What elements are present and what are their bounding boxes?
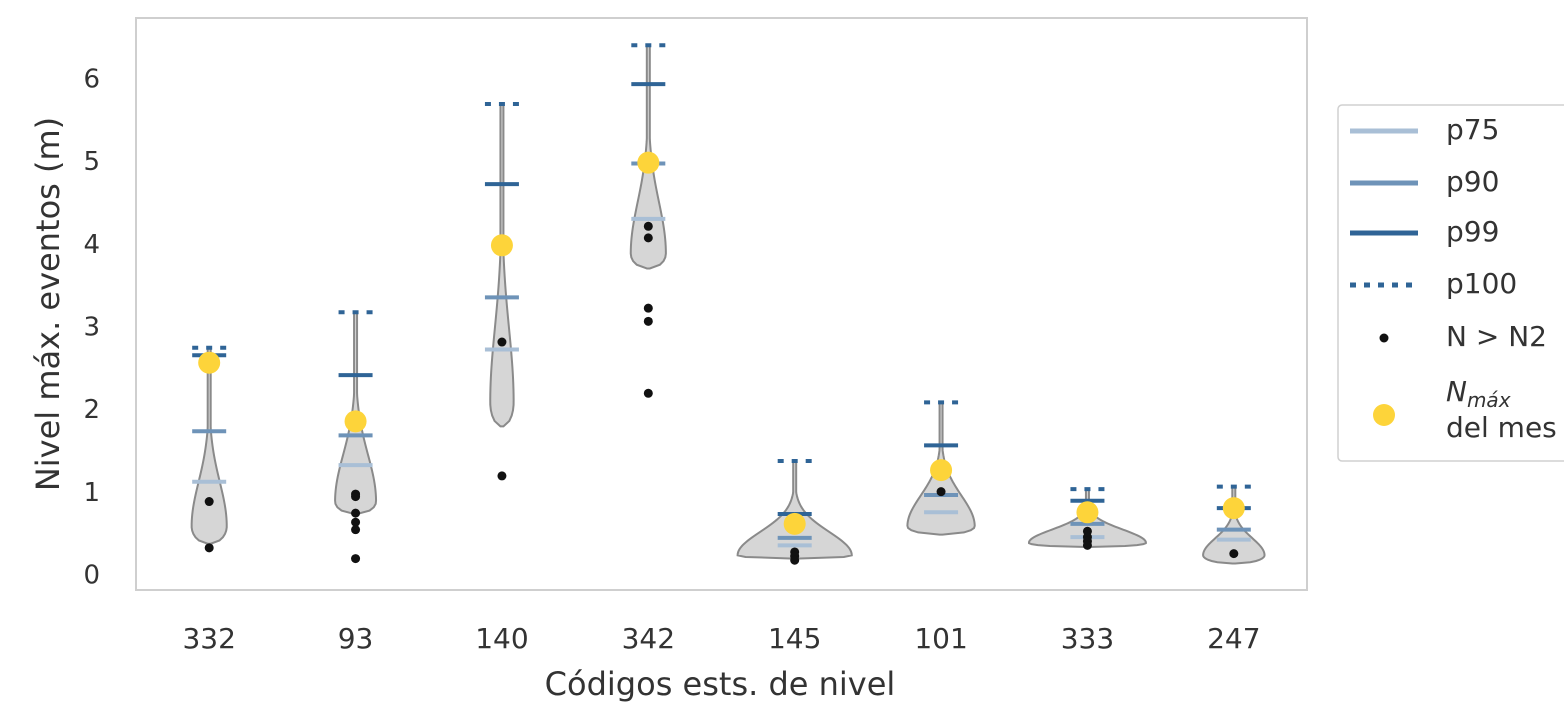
x-tick-label: 101 <box>914 622 967 655</box>
legend-label-main: N <box>1446 375 1467 408</box>
x-tick-label: 93 <box>338 622 374 655</box>
point <box>204 543 214 553</box>
legend-label: p99 <box>1446 215 1499 248</box>
x-axis-label: Códigos ests. de nivel <box>545 665 896 702</box>
x-tick-label: 145 <box>768 622 821 655</box>
plot-frame <box>135 17 1308 591</box>
y-tick-label: 0 <box>83 560 100 590</box>
max-point <box>1222 497 1245 520</box>
point <box>643 221 653 231</box>
violin <box>489 102 515 428</box>
point <box>790 555 800 565</box>
y-tick-label: 1 <box>83 478 100 508</box>
y-tick-label: 3 <box>83 312 100 342</box>
violin <box>190 346 228 545</box>
legend-label: p100 <box>1446 267 1517 300</box>
point <box>351 554 361 564</box>
max-point <box>490 234 513 257</box>
point <box>936 487 946 497</box>
y-tick-label: 2 <box>83 395 100 425</box>
x-tick-label: 332 <box>182 622 235 655</box>
point <box>497 471 507 481</box>
max-point <box>637 151 660 174</box>
point <box>1082 540 1092 550</box>
y-tick-label: 4 <box>83 230 100 260</box>
point <box>351 517 361 527</box>
y-tick-label: 5 <box>83 147 100 177</box>
max-point <box>344 410 367 433</box>
x-tick-label: 247 <box>1207 622 1260 655</box>
point <box>1229 549 1239 559</box>
x-tick-label: 333 <box>1061 622 1114 655</box>
max-point <box>1076 501 1099 524</box>
point <box>204 497 214 507</box>
legend-label: Nmáx <box>1446 375 1511 412</box>
legend-label-sub: máx <box>1467 388 1511 412</box>
point <box>643 388 653 398</box>
point <box>351 492 361 502</box>
legend-swatch <box>1379 333 1389 343</box>
point <box>643 233 653 243</box>
legend-label: p90 <box>1446 165 1499 198</box>
y-axis-label: Nivel máx. eventos (m) <box>29 117 67 491</box>
legend-box <box>1337 104 1564 462</box>
x-tick-label: 140 <box>475 622 528 655</box>
legend-label: p75 <box>1446 113 1499 146</box>
point <box>497 337 507 347</box>
point <box>351 525 361 535</box>
max-point <box>783 512 806 535</box>
y-tick-label: 6 <box>83 64 100 94</box>
point <box>351 508 361 518</box>
x-tick-label: 342 <box>622 622 675 655</box>
point <box>643 303 653 313</box>
max-point <box>198 351 221 374</box>
legend-swatch <box>1373 404 1395 426</box>
legend-label-suffix: del mes <box>1446 411 1557 444</box>
point <box>643 316 653 326</box>
legend-label: N > N2 <box>1446 320 1547 353</box>
max-point <box>930 459 953 482</box>
